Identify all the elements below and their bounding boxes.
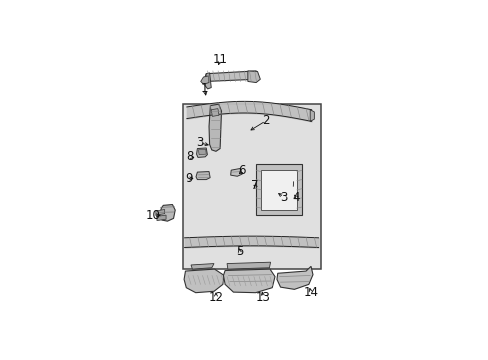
Polygon shape xyxy=(290,186,295,193)
Polygon shape xyxy=(191,264,214,269)
Text: 3: 3 xyxy=(280,190,287,203)
Text: 5: 5 xyxy=(235,244,243,258)
Polygon shape xyxy=(309,110,314,121)
Polygon shape xyxy=(156,210,164,215)
Polygon shape xyxy=(276,266,312,289)
Polygon shape xyxy=(211,109,219,116)
Polygon shape xyxy=(157,215,166,221)
Text: 14: 14 xyxy=(303,286,318,299)
Polygon shape xyxy=(198,149,206,155)
Polygon shape xyxy=(247,71,260,82)
Polygon shape xyxy=(226,262,270,269)
Text: 8: 8 xyxy=(186,150,193,163)
Polygon shape xyxy=(223,269,274,293)
Polygon shape xyxy=(204,71,257,81)
Polygon shape xyxy=(196,148,207,157)
Text: 12: 12 xyxy=(208,291,223,304)
Polygon shape xyxy=(196,172,210,180)
Text: 1: 1 xyxy=(201,82,208,95)
Polygon shape xyxy=(230,168,242,176)
Polygon shape xyxy=(208,104,221,151)
Text: 13: 13 xyxy=(255,291,270,304)
Polygon shape xyxy=(183,269,224,293)
Polygon shape xyxy=(256,164,301,215)
Text: 10: 10 xyxy=(145,208,160,221)
Text: 9: 9 xyxy=(185,172,192,185)
Polygon shape xyxy=(160,204,175,221)
Text: 7: 7 xyxy=(250,179,258,193)
Polygon shape xyxy=(261,170,296,210)
Text: 6: 6 xyxy=(238,164,245,177)
Bar xyxy=(183,104,321,269)
Polygon shape xyxy=(200,76,208,84)
Text: 2: 2 xyxy=(262,114,269,127)
Text: 4: 4 xyxy=(292,190,300,203)
Text: 3: 3 xyxy=(196,136,203,149)
Text: 11: 11 xyxy=(212,53,227,66)
Polygon shape xyxy=(204,73,211,89)
